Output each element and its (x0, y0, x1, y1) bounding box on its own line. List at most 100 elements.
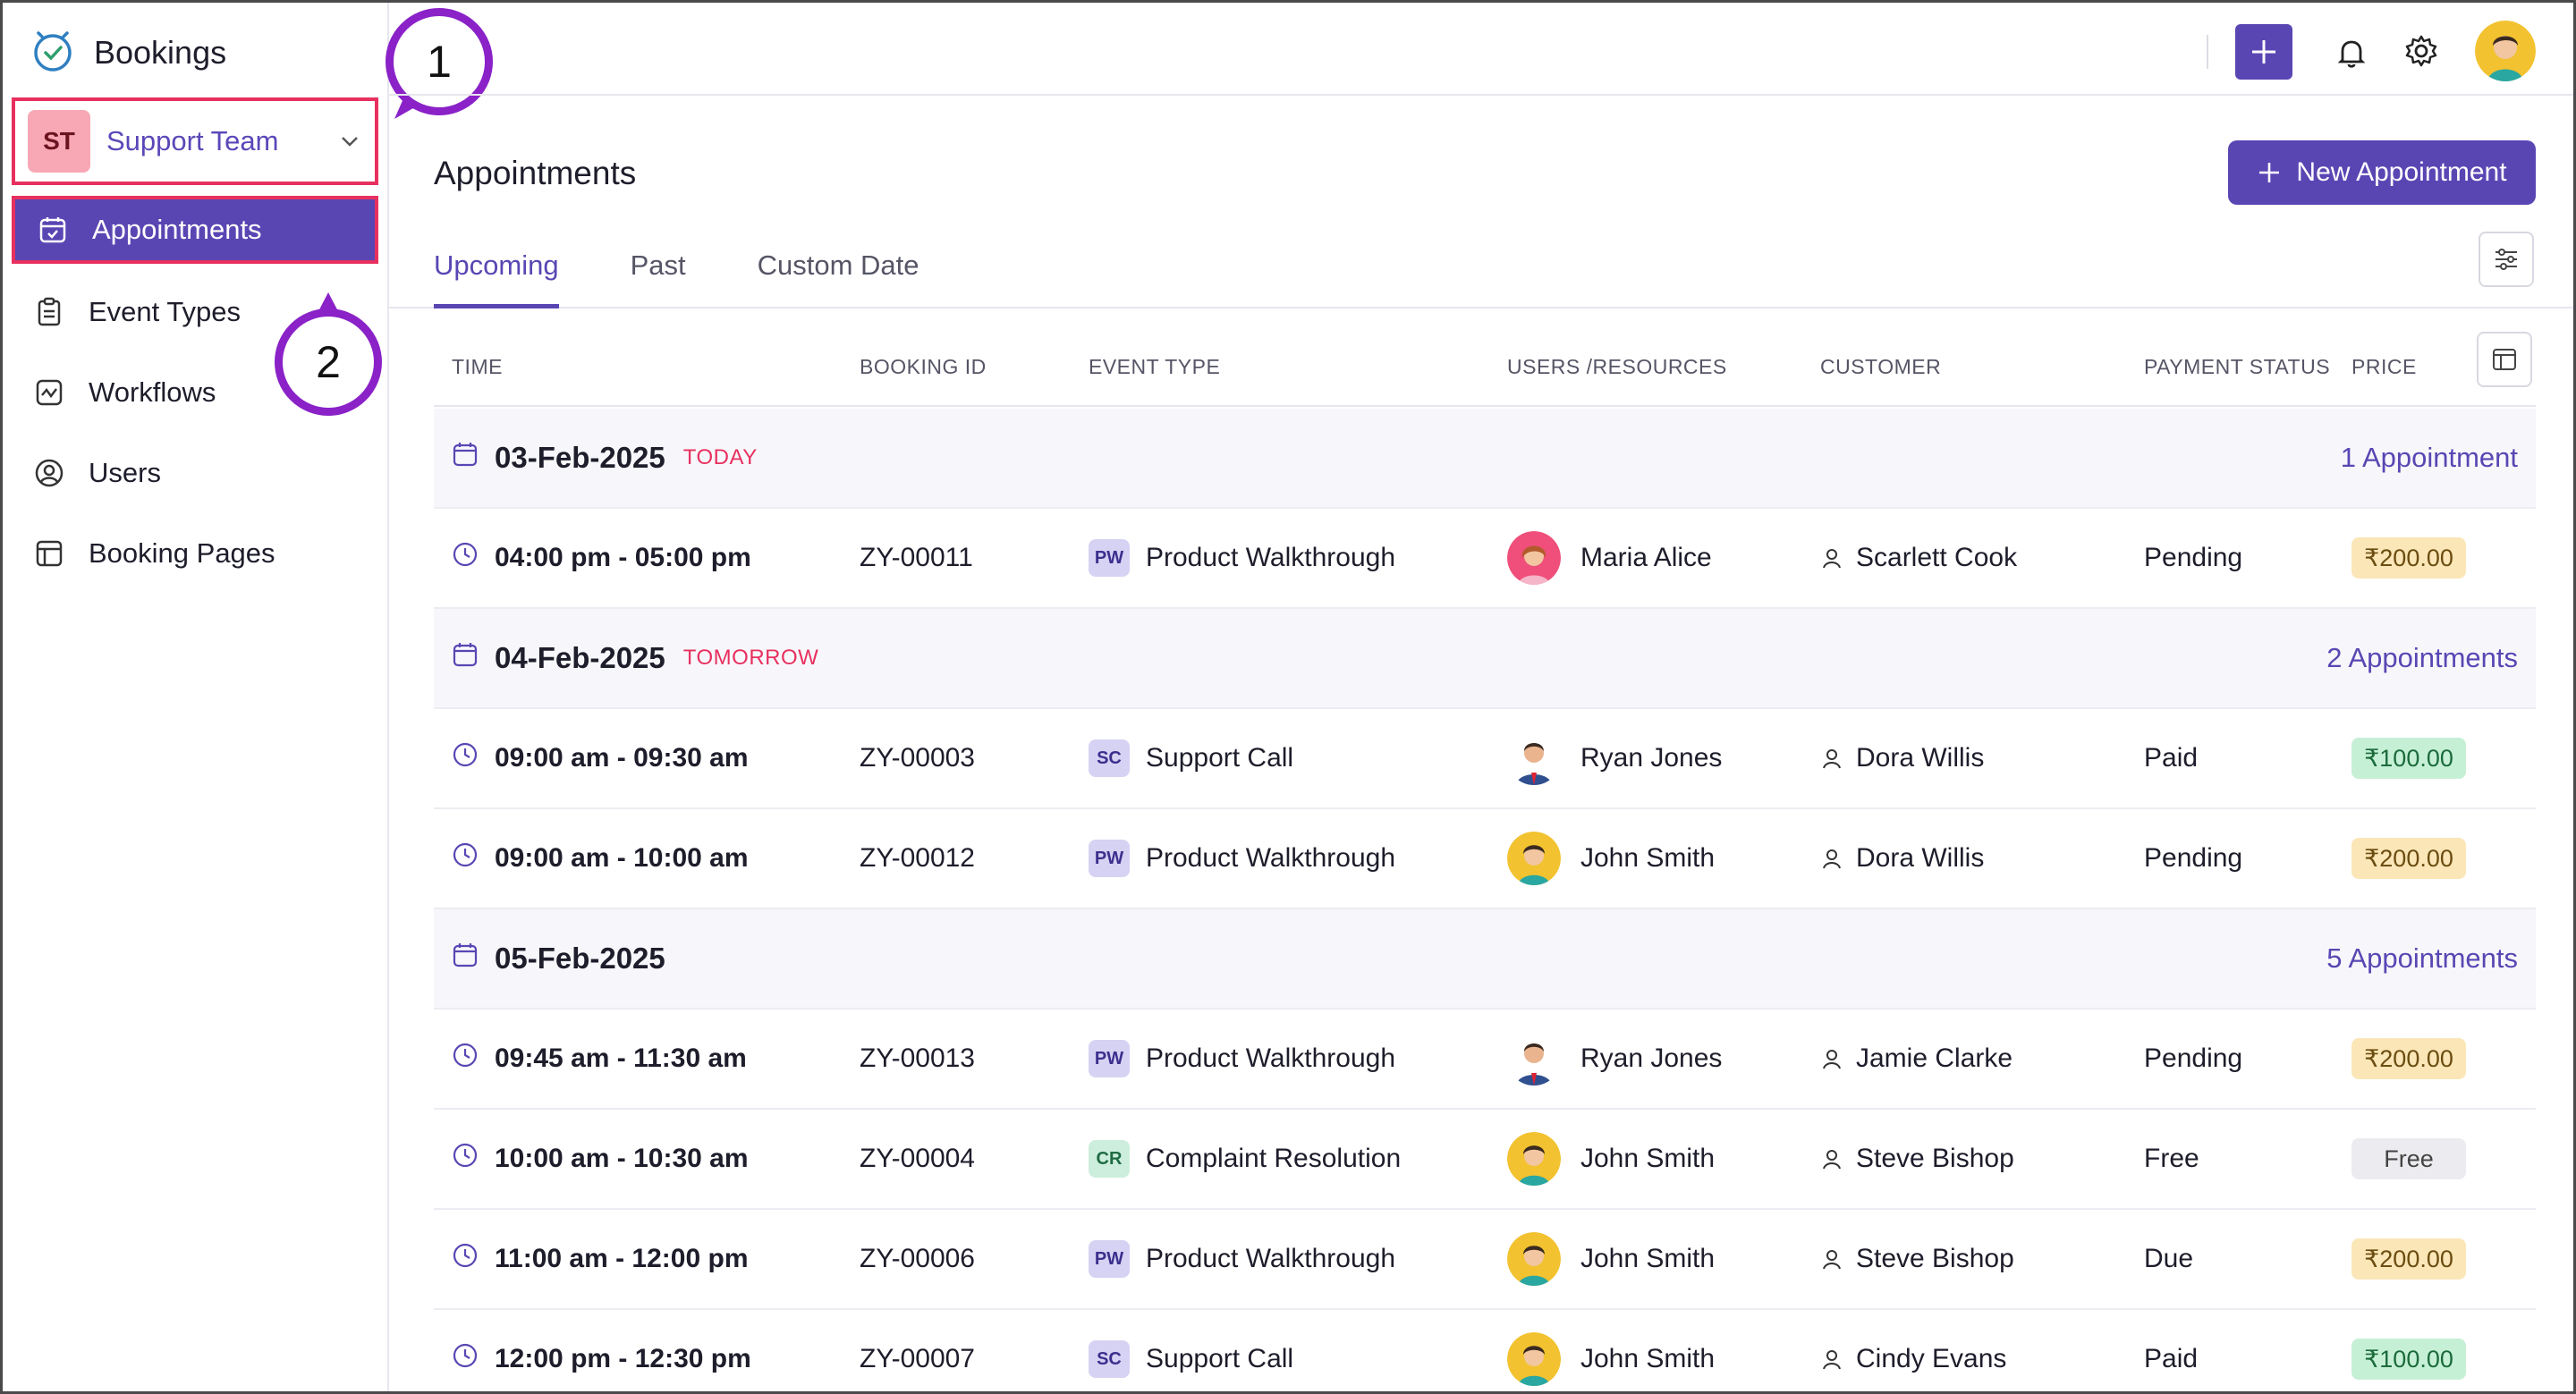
sidebar-item-label: Event Types (89, 296, 242, 327)
table-row[interactable]: 09:45 am - 11:30 am ZY-00013 PW Product Wal… (434, 1010, 2536, 1110)
profile-avatar[interactable] (2475, 21, 2536, 81)
booking-id: ZY-00004 (860, 1144, 975, 1173)
customer-name: Steve Bishop (1856, 1244, 2014, 1273)
event-type-cell: PW Product Walkthrough (1089, 1210, 1395, 1308)
customer-name: Steve Bishop (1856, 1144, 2014, 1173)
day-tag: TODAY (682, 445, 758, 469)
clock-icon (452, 841, 479, 875)
user-name: John Smith (1580, 1144, 1716, 1173)
person-icon (1820, 1348, 1843, 1371)
avatar (1507, 1132, 1561, 1186)
avatar (1507, 531, 1561, 585)
table-columns-icon (2493, 349, 2516, 370)
team-switcher[interactable]: ST Support Team (12, 97, 378, 185)
tab-custom-date[interactable]: Custom Date (757, 249, 919, 281)
top-bar (389, 3, 2573, 96)
calendar-icon (452, 441, 479, 475)
event-code-badge: PW (1089, 539, 1130, 577)
clock-icon (452, 741, 479, 775)
event-code-badge: PW (1089, 840, 1130, 877)
team-name: Support Team (106, 125, 279, 156)
quick-add-button[interactable] (2235, 24, 2292, 80)
table-row[interactable]: 09:00 am - 10:00 am ZY-00012 PW Product Wal… (434, 809, 2536, 909)
appointment-count[interactable]: 2 Appointments (2326, 642, 2518, 673)
time-text: 11:00 am - 12:00 pm (495, 1244, 749, 1273)
event-type-cell: SC Support Call (1089, 709, 1293, 807)
payment-status: Free (2144, 1144, 2199, 1173)
time-text: 04:00 pm - 05:00 pm (495, 543, 751, 572)
date-group-row: 04-Feb-2025 TOMORROW 2 Appointments (434, 609, 2536, 709)
payment-status: Pending (2144, 843, 2243, 873)
sidebar-item-booking-pages[interactable]: Booking Pages (12, 520, 378, 587)
customer-name: Dora Willis (1856, 843, 1985, 873)
booking-id: ZY-00011 (860, 543, 973, 572)
price-cell: ₹200.00 (2351, 509, 2466, 607)
price-cell: Free (2351, 1110, 2466, 1208)
table-row[interactable]: 11:00 am - 12:00 pm ZY-00006 PW Product Wal… (434, 1210, 2536, 1310)
person-icon (1820, 847, 1843, 870)
sidebar-item-label: Users (89, 457, 161, 488)
date-cell: 04-Feb-2025 TOMORROW (452, 609, 818, 707)
user-name: John Smith (1580, 1344, 1716, 1373)
event-type-cell: CR Complaint Resolution (1089, 1110, 1401, 1208)
person-icon (1820, 546, 1843, 570)
tab-past[interactable]: Past (630, 249, 686, 281)
price-badge: ₹200.00 (2351, 1238, 2466, 1280)
table-row[interactable]: 12:00 pm - 12:30 pm ZY-00007 SC Support Cal… (434, 1310, 2536, 1391)
bell-icon[interactable] (2332, 33, 2371, 72)
date-cell: 05-Feb-2025 (452, 909, 683, 1008)
tab-upcoming[interactable]: Upcoming (434, 244, 559, 308)
group-date: 05-Feb-2025 (495, 942, 665, 975)
sidebar-item-event-types[interactable]: Event Types (12, 278, 378, 346)
event-code-badge: CR (1089, 1140, 1130, 1178)
avatar (1507, 1032, 1561, 1086)
team-badge: ST (28, 110, 90, 173)
sidebar-item-workflows[interactable]: Workflows (12, 359, 378, 427)
time-text: 10:00 am - 10:30 am (495, 1144, 749, 1173)
event-code-badge: SC (1089, 1340, 1130, 1378)
date-group-row: 03-Feb-2025 TODAY 1 Appointment (434, 409, 2536, 509)
booking-id: ZY-00006 (860, 1244, 975, 1273)
user-name: Ryan Jones (1580, 1043, 1723, 1073)
customer-cell: Steve Bishop (1820, 1110, 2014, 1208)
appointments-table: 03-Feb-2025 TODAY 1 Appointment 04:00 pm - … (434, 409, 2536, 1391)
chevron-down-icon (337, 129, 362, 154)
time-cell: 09:00 am - 10:00 am (452, 809, 749, 908)
person-icon (1820, 747, 1843, 770)
appointment-count[interactable]: 1 Appointment (2340, 442, 2518, 473)
payment-status: Paid (2144, 1344, 2199, 1373)
booking-id: ZY-00003 (860, 743, 975, 773)
table-row[interactable]: 04:00 pm - 05:00 pm ZY-00011 PW Product Wal… (434, 509, 2536, 609)
filter-button[interactable] (2479, 232, 2534, 287)
appointment-count[interactable]: 5 Appointments (2326, 942, 2518, 974)
table-row[interactable]: 10:00 am - 10:30 am ZY-00004 CR Complaint R… (434, 1110, 2536, 1210)
avatar (1507, 731, 1561, 785)
price-badge: ₹100.00 (2351, 1339, 2466, 1380)
sidebar-item-users[interactable]: Users (12, 439, 378, 507)
event-type-cell: PW Product Walkthrough (1089, 509, 1395, 607)
user-name: John Smith (1580, 843, 1716, 873)
gear-icon[interactable] (2402, 31, 2441, 71)
price-cell: ₹200.00 (2351, 809, 2466, 908)
avatar (1507, 1332, 1561, 1386)
customer-cell: Cindy Evans (1820, 1310, 2006, 1391)
divider (2207, 35, 2208, 69)
table-row[interactable]: 09:00 am - 09:30 am ZY-00003 SC Support Cal… (434, 709, 2536, 809)
new-appointment-button[interactable]: New Appointment (2228, 140, 2536, 205)
time-text: 09:45 am - 11:30 am (495, 1043, 747, 1073)
col-booking-id: BOOKING ID (860, 355, 987, 378)
booking-id: ZY-00013 (860, 1043, 975, 1073)
time-text: 09:00 am - 09:30 am (495, 743, 749, 773)
column-settings-button[interactable] (2477, 332, 2532, 387)
customer-cell: Dora Willis (1820, 809, 1984, 908)
clock-icon (452, 1242, 479, 1276)
booking-id: ZY-00012 (860, 843, 975, 873)
event-name: Product Walkthrough (1146, 1043, 1396, 1073)
event-code-badge: SC (1089, 739, 1130, 777)
payment-status: Paid (2144, 743, 2199, 773)
sidebar-item-appointments[interactable]: Appointments (12, 196, 378, 264)
user-cell: John Smith (1507, 809, 1715, 908)
user-cell: Ryan Jones (1507, 1010, 1722, 1108)
clipboard-icon (33, 296, 65, 328)
payment-status: Due (2144, 1244, 2194, 1273)
